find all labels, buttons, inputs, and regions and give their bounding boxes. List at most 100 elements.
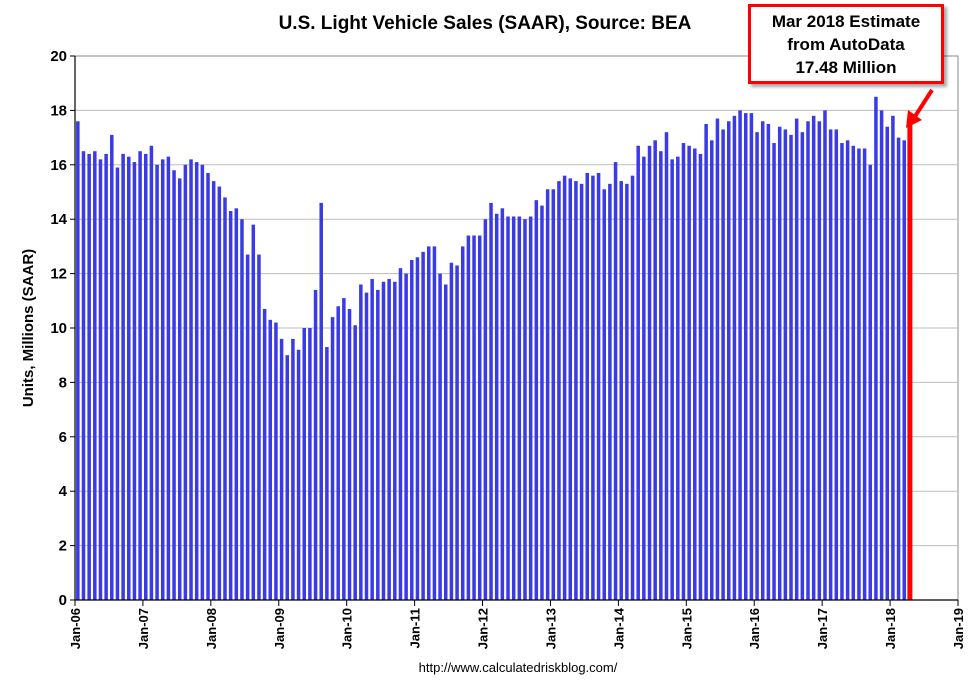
bars: [76, 96, 913, 601]
bar: [596, 172, 601, 600]
y-tick-label: 8: [59, 374, 67, 391]
y-tick-label: 6: [59, 429, 67, 446]
bar: [359, 284, 363, 600]
bar: [296, 349, 301, 600]
bar: [223, 197, 227, 600]
bar: [489, 202, 493, 600]
bar: [104, 153, 108, 601]
bar: [517, 216, 522, 601]
bar: [794, 118, 799, 600]
bar: [381, 281, 386, 600]
bar: [404, 273, 408, 600]
bar: [477, 235, 482, 600]
bar: [710, 140, 714, 600]
bar: [325, 347, 329, 600]
bar: [676, 156, 680, 600]
annotation-line-3: 17.48 Million: [795, 57, 897, 77]
bar: [783, 129, 788, 600]
y-tick-label: 10: [50, 320, 67, 337]
bar: [545, 189, 550, 600]
bar: [183, 164, 188, 601]
y-tick-label: 12: [50, 266, 67, 283]
bar: [87, 153, 91, 601]
bar: [302, 328, 306, 600]
bar: [81, 151, 86, 600]
bar: [353, 325, 357, 600]
x-tick-label: Jan-08: [204, 608, 219, 649]
bar: [625, 183, 629, 600]
bar: [568, 178, 573, 600]
bar: [579, 183, 584, 600]
bar: [455, 265, 459, 600]
y-tick-labels: 0 2 4 6 8 10 12 14 16 18 20: [50, 48, 67, 609]
bar: [342, 298, 346, 600]
y-tick-label: 2: [59, 538, 67, 555]
bar: [240, 219, 244, 600]
bar: [189, 159, 193, 601]
bar: [398, 268, 403, 600]
bar: [540, 205, 544, 600]
bar: [738, 110, 742, 601]
bar: [591, 175, 595, 600]
bar: [172, 170, 176, 601]
bar: [347, 308, 352, 600]
bar: [472, 235, 476, 600]
bar: [613, 162, 618, 600]
x-tick-label: Jan-14: [611, 607, 626, 649]
bar: [149, 145, 154, 600]
bar: [115, 167, 120, 600]
bar: [806, 121, 810, 600]
bar: [857, 148, 861, 601]
bar: [494, 213, 499, 600]
bar: [659, 151, 663, 600]
bar: [608, 183, 612, 600]
bar: [574, 181, 578, 600]
chart-title: U.S. Light Vehicle Sales (SAAR), Source:…: [279, 13, 692, 34]
bar: [642, 156, 646, 600]
bar: [557, 181, 561, 600]
x-tick-label: Jan-11: [408, 608, 423, 648]
bar: [630, 175, 635, 600]
x-tick-label: Jan-07: [136, 608, 151, 649]
bar: [274, 322, 278, 600]
bar: [653, 140, 657, 600]
bar: [127, 156, 131, 600]
annotation-arrow: [906, 88, 934, 128]
bar: [427, 246, 431, 600]
x-tick-label: Jan-19: [951, 608, 966, 649]
bar: [851, 145, 856, 600]
bar: [308, 328, 312, 600]
x-tick-label: Jan-13: [543, 608, 558, 649]
bar: [245, 254, 250, 600]
bar: [891, 115, 895, 600]
y-tick-label: 18: [50, 102, 67, 119]
bar: [670, 159, 674, 601]
x-tick-label: Jan-18: [883, 608, 898, 649]
bar: [443, 284, 448, 600]
bar: [704, 124, 708, 600]
bar: [432, 246, 437, 600]
x-tick-label: Jan-09: [272, 608, 287, 649]
bar: [868, 164, 873, 601]
bar: [562, 175, 567, 600]
bar: [438, 273, 442, 600]
bar: [336, 306, 340, 600]
bar: [885, 126, 890, 600]
bar: [93, 151, 97, 600]
bar: [376, 289, 380, 600]
bar: [698, 153, 703, 601]
bar: [789, 134, 793, 600]
bar: [206, 172, 210, 600]
bar: [619, 181, 623, 600]
bar: [138, 151, 142, 600]
bar: [828, 129, 833, 600]
bar: [415, 257, 420, 600]
bar: [98, 159, 103, 601]
bar: [862, 148, 867, 601]
bar: [902, 140, 906, 600]
y-tick-label: 16: [50, 157, 67, 174]
bar: [234, 208, 239, 600]
bar: [874, 96, 878, 601]
bar: [749, 113, 754, 601]
